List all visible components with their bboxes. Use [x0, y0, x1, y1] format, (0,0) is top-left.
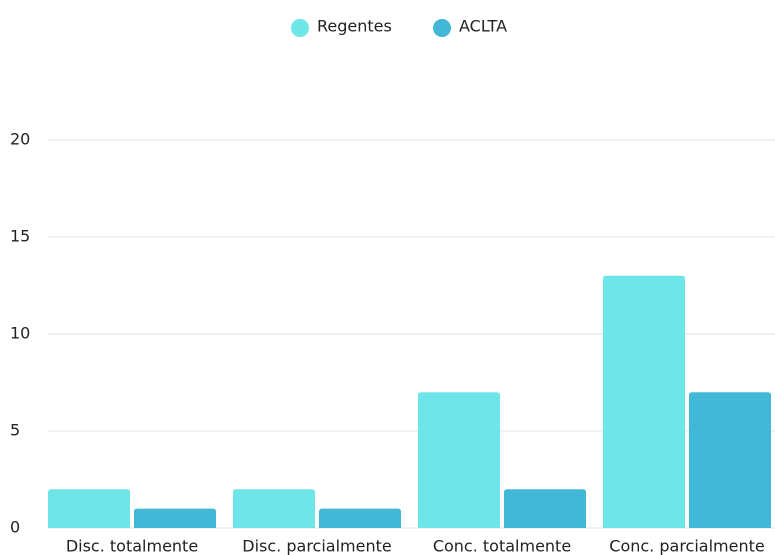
bar	[418, 392, 500, 528]
y-tick-label: 10	[10, 324, 30, 343]
bar	[319, 508, 401, 528]
bar	[603, 275, 685, 528]
bar	[134, 508, 216, 528]
y-tick-label: 20	[10, 130, 30, 149]
bar	[689, 392, 771, 528]
y-tick-label: 15	[10, 227, 30, 246]
legend-label: Regentes	[317, 17, 392, 36]
x-tick-label: Disc. parcialmente	[242, 537, 391, 555]
bar	[233, 489, 315, 528]
legend-swatch	[291, 19, 309, 37]
bar	[48, 489, 130, 528]
legend-swatch	[433, 19, 451, 37]
bar	[504, 489, 586, 528]
y-tick-label: 5	[10, 421, 20, 440]
y-tick-label: 0	[10, 518, 20, 537]
x-tick-label: Disc. totalmente	[66, 537, 198, 555]
legend-label: ACLTA	[459, 17, 507, 36]
x-tick-label: Conc. parcialmente	[609, 537, 764, 555]
x-tick-label: Conc. totalmente	[433, 537, 571, 555]
